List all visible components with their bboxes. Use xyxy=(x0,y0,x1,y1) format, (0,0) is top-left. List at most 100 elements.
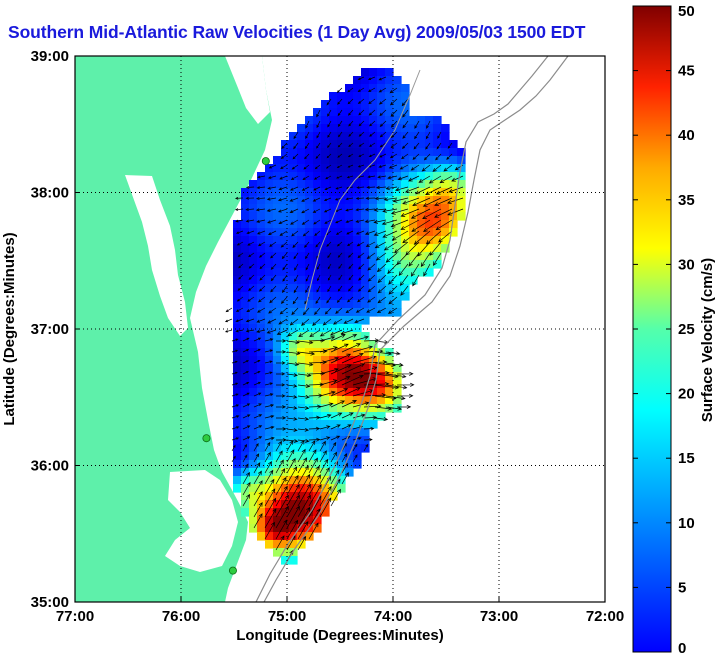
velocity-arrow xyxy=(327,285,332,293)
velocity-cell xyxy=(337,364,346,373)
velocity-cell xyxy=(281,380,290,389)
velocity-cell xyxy=(329,172,338,181)
velocity-cell xyxy=(345,364,354,373)
velocity-arrow xyxy=(326,98,332,106)
velocity-arrow xyxy=(363,438,373,442)
velocity-cell xyxy=(353,412,362,421)
velocity-cell xyxy=(345,180,354,189)
velocity-cell xyxy=(305,364,314,373)
velocity-arrow xyxy=(364,207,376,212)
velocity-cell xyxy=(353,452,362,461)
velocity-cell xyxy=(241,332,250,341)
velocity-arrow xyxy=(264,478,275,496)
velocity-cell xyxy=(321,124,330,133)
velocity-cell xyxy=(265,164,274,173)
velocity-cell xyxy=(265,292,274,301)
velocity-arrow xyxy=(327,274,332,281)
velocity-cell xyxy=(241,460,250,469)
velocity-cell xyxy=(233,260,242,269)
velocity-cell xyxy=(241,300,250,309)
velocity-cell xyxy=(257,308,266,317)
velocity-cell xyxy=(321,508,330,517)
velocity-arrow xyxy=(348,131,354,137)
velocity-arrow xyxy=(256,219,266,223)
y-axis-label: Latitude (Degrees:Minutes) xyxy=(1,232,18,425)
velocity-cell xyxy=(313,140,322,149)
velocity-cell xyxy=(233,468,242,477)
velocity-cell xyxy=(409,164,418,173)
velocity-arrow xyxy=(231,455,236,463)
velocity-arrow xyxy=(236,241,244,246)
velocity-cell xyxy=(369,116,378,125)
velocity-arrow xyxy=(312,208,321,213)
velocity-cell xyxy=(241,204,250,213)
x-tick-label: 74:00 xyxy=(374,608,412,625)
velocity-arrow xyxy=(382,208,398,213)
velocity-cell xyxy=(377,108,386,117)
velocity-arrow xyxy=(286,505,300,529)
velocity-arrow xyxy=(297,448,306,463)
velocity-cell xyxy=(313,348,322,357)
velocity-arrow xyxy=(347,252,354,258)
velocity-arrows xyxy=(224,76,464,562)
velocity-cell xyxy=(337,164,346,173)
velocity-arrow xyxy=(297,340,314,345)
velocity-cell xyxy=(329,268,338,277)
station-marker xyxy=(202,434,211,443)
velocity-cell xyxy=(369,292,378,301)
velocity-cell xyxy=(321,468,330,477)
velocity-cell xyxy=(257,372,266,381)
velocity-arrow xyxy=(316,263,321,270)
velocity-arrow xyxy=(357,87,365,93)
velocity-arrow xyxy=(347,98,354,105)
velocity-arrow xyxy=(446,153,453,160)
velocity-cell xyxy=(417,268,426,277)
velocity-arrow xyxy=(248,285,255,292)
velocity-arrow xyxy=(400,285,409,296)
velocity-cell xyxy=(233,444,242,453)
velocity-arrow xyxy=(368,98,376,105)
velocity-cell xyxy=(385,260,394,269)
velocity-arrow xyxy=(434,197,453,206)
velocity-arrow xyxy=(369,131,376,137)
velocity-arrow xyxy=(396,393,414,398)
velocity-arrow xyxy=(245,318,255,323)
velocity-cell xyxy=(345,260,354,269)
velocity-arrow xyxy=(327,263,332,270)
velocity-cell xyxy=(353,332,362,341)
velocity-cell xyxy=(401,220,410,229)
velocity-cell xyxy=(257,220,266,229)
velocity-cell xyxy=(385,116,394,125)
velocity-cell xyxy=(369,268,378,277)
velocity-cell xyxy=(417,140,426,149)
velocity-cell xyxy=(281,276,290,285)
velocity-cell xyxy=(385,172,394,181)
velocity-arrow xyxy=(377,296,387,304)
velocity-cell xyxy=(281,452,290,461)
velocity-arrow xyxy=(308,484,322,507)
velocity-arrow xyxy=(286,406,298,410)
velocity-cell xyxy=(345,124,354,133)
velocity-cell xyxy=(313,228,322,237)
velocity-cell xyxy=(281,356,290,365)
velocity-arrow xyxy=(358,131,365,137)
velocity-arrow xyxy=(420,252,431,267)
velocity-cell xyxy=(329,276,338,285)
velocity-cell xyxy=(353,324,362,333)
velocity-cell xyxy=(257,356,266,365)
velocity-arrow xyxy=(337,285,343,292)
velocity-arrow xyxy=(330,424,341,430)
velocity-cell xyxy=(353,204,362,213)
x-tick-label: 72:00 xyxy=(586,608,624,625)
velocity-cell xyxy=(249,220,258,229)
colorbar xyxy=(632,5,672,653)
velocity-arrow xyxy=(392,197,409,203)
velocity-cell xyxy=(281,548,290,557)
velocity-cell xyxy=(249,444,258,453)
velocity-cell xyxy=(305,508,314,517)
velocity-cell xyxy=(249,212,258,221)
velocity-cell xyxy=(281,204,290,213)
velocity-cell xyxy=(321,484,330,493)
velocity-arrow xyxy=(275,505,289,529)
